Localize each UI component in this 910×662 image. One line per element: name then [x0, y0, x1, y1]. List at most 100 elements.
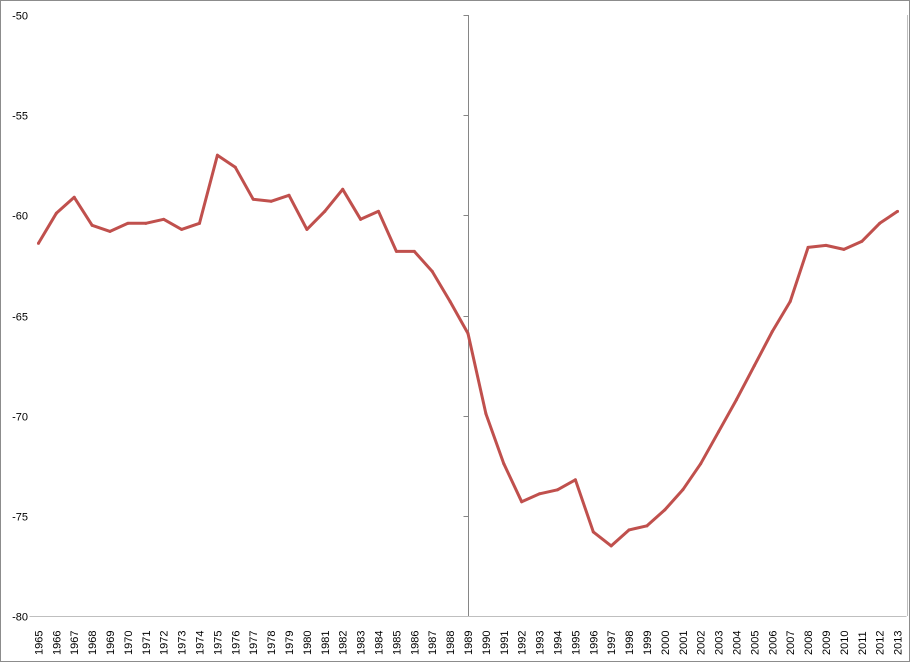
data-point	[770, 330, 774, 334]
data-point	[609, 544, 613, 548]
y-tick-label: -60	[12, 211, 28, 223]
data-point	[430, 269, 434, 273]
data-point	[180, 227, 184, 231]
x-tick-label: 1972	[159, 631, 171, 655]
data-point	[699, 462, 703, 466]
data-point	[717, 430, 721, 434]
x-tick-label: 2006	[767, 631, 779, 655]
data-point	[144, 221, 148, 225]
x-tick-label: 2013	[893, 631, 905, 655]
data-point	[502, 462, 506, 466]
data-point	[394, 249, 398, 253]
data-point	[90, 223, 94, 227]
data-point	[126, 221, 130, 225]
x-tick-label: 1971	[141, 631, 153, 655]
data-point	[555, 488, 559, 492]
x-tick-label: 1976	[230, 631, 242, 655]
x-tick-label: 1982	[338, 631, 350, 655]
data-point	[896, 209, 900, 213]
data-point	[860, 239, 864, 243]
x-tick-label: 2012	[875, 631, 887, 655]
data-point	[824, 243, 828, 247]
x-tick-label: 1980	[302, 631, 314, 655]
x-tick-label: 1999	[642, 631, 654, 655]
y-tick-label: -65	[12, 312, 28, 324]
data-point	[269, 199, 273, 203]
x-tick-label: 2010	[839, 631, 851, 655]
x-axis: 1965 1966 1967 1968 1969 1970 1971 1972 1973 1974…	[29, 616, 907, 655]
data-point	[198, 221, 202, 225]
data-point	[305, 227, 309, 231]
x-tick-label: 1995	[570, 631, 582, 655]
x-tick-label: 1986	[409, 631, 421, 655]
x-tick-label: 1998	[624, 631, 636, 655]
data-point	[645, 524, 649, 528]
x-tick-label: 1996	[588, 631, 600, 655]
series-group	[36, 153, 900, 548]
data-point	[412, 249, 416, 253]
x-tick-label: 1970	[123, 631, 135, 655]
x-tick-label: 1973	[177, 631, 189, 655]
y-tick-label: -70	[12, 412, 28, 424]
data-point	[448, 299, 452, 303]
data-point	[573, 478, 577, 482]
x-tick-label: 2003	[714, 631, 726, 655]
data-point	[752, 364, 756, 368]
x-tick-label: 2001	[678, 631, 690, 655]
data-point	[377, 209, 381, 213]
data-point	[54, 211, 58, 215]
x-tick-label: 1979	[284, 631, 296, 655]
data-point	[323, 209, 327, 213]
x-tick-label: 1989	[463, 631, 475, 655]
x-tick-label: 2004	[731, 631, 743, 655]
data-point	[627, 528, 631, 532]
x-tick-label: 1969	[105, 631, 117, 655]
data-point	[233, 165, 237, 169]
y-tick-label: -55	[12, 111, 28, 123]
x-tick-label: 2000	[660, 631, 672, 655]
data-point	[842, 247, 846, 251]
x-tick-label: 1974	[195, 631, 207, 655]
data-point	[466, 332, 470, 336]
x-tick-label: 1984	[374, 631, 386, 655]
x-tick-label: 1978	[266, 631, 278, 655]
data-point	[72, 195, 76, 199]
data-point	[287, 193, 291, 197]
x-tick-label: 1992	[517, 631, 529, 655]
data-point	[359, 217, 363, 221]
x-tick-label: 1993	[535, 631, 547, 655]
x-tick-label: 2009	[821, 631, 833, 655]
data-point	[878, 221, 882, 225]
data-point	[734, 398, 738, 402]
data-point	[788, 299, 792, 303]
x-tick-label: 1987	[427, 631, 439, 655]
x-tick-label: 2011	[857, 631, 869, 655]
data-point	[36, 241, 40, 245]
data-point	[162, 217, 166, 221]
data-point	[538, 492, 542, 496]
x-tick-label: 1977	[248, 631, 260, 655]
x-tick-label: 1983	[356, 631, 368, 655]
x-tick-label: 1975	[212, 631, 224, 655]
data-point	[806, 245, 810, 249]
data-point	[484, 412, 488, 416]
x-tick-label: 2002	[696, 631, 708, 655]
data-point	[215, 153, 219, 157]
y-tick-label: -50	[12, 11, 28, 23]
y-tick-label: -75	[12, 512, 28, 524]
x-tick-label: 2007	[785, 631, 797, 655]
data-point	[108, 229, 112, 233]
x-tick-label: 1967	[69, 631, 81, 655]
x-tick-label: 1966	[51, 631, 63, 655]
data-point	[663, 508, 667, 512]
data-point	[251, 197, 255, 201]
x-tick-label: 2008	[803, 631, 815, 655]
x-tick-label: 1968	[87, 631, 99, 655]
x-tick-label: 1981	[320, 631, 332, 655]
x-tick-label: 1988	[445, 631, 457, 655]
x-tick-label: 1991	[499, 631, 511, 655]
x-tick-label: 2005	[749, 631, 761, 655]
